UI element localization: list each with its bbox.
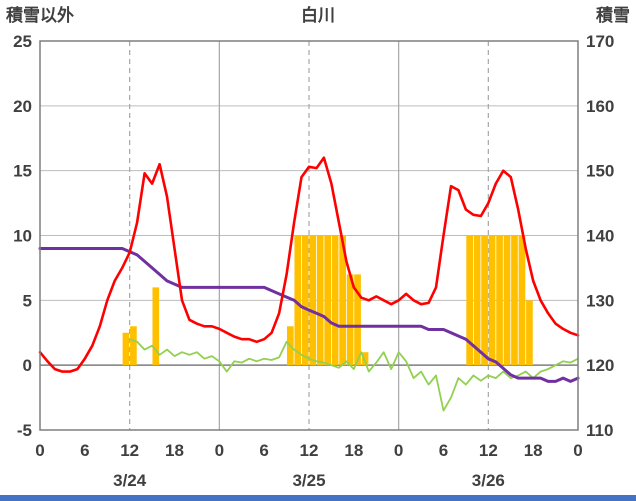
precipitation-bar — [339, 235, 346, 366]
right-axis-title: 積雪 — [596, 6, 630, 25]
x-axis-tick-label: 6 — [439, 441, 448, 460]
precipitation-bar — [152, 287, 160, 366]
precipitation-bar — [511, 235, 518, 366]
left-axis-title: 積雪以外 — [6, 6, 74, 25]
right-axis-tick-label: 150 — [586, 162, 614, 181]
green-line — [128, 338, 579, 412]
precipitation-bar — [503, 235, 511, 366]
precipitation-bar — [294, 235, 302, 366]
red-line — [38, 156, 580, 373]
chart-title: 白川 — [301, 6, 335, 25]
precipitation-bar — [346, 274, 354, 366]
precipitation-bar — [331, 235, 339, 366]
bottom-blue-bar — [0, 495, 636, 501]
x-axis-tick-label: 0 — [573, 441, 582, 460]
precipitation-bar — [496, 235, 503, 366]
plot-border — [39, 40, 579, 431]
left-axis-tick-label: 15 — [13, 162, 32, 181]
right-axis-tick-label: 160 — [586, 97, 614, 116]
x-axis-tick-label: 18 — [165, 441, 184, 460]
x-axis-tick-label: 0 — [394, 441, 403, 460]
left-axis-tick-label: 0 — [23, 356, 32, 375]
x-axis-tick-label: 18 — [524, 441, 543, 460]
x-axis-tick-label: 0 — [35, 441, 44, 460]
left-axis-tick-label: -5 — [17, 421, 32, 440]
left-axis-tick-label: 25 — [13, 32, 32, 51]
x-axis-tick-label: 0 — [215, 441, 224, 460]
x-axis-tick-label: 12 — [479, 441, 498, 460]
x-axis-tick-label: 6 — [80, 441, 89, 460]
date-label: 3/24 — [113, 471, 147, 490]
precipitation-bar — [122, 332, 130, 366]
precipitation-bar — [518, 235, 526, 366]
x-axis-tick-label: 12 — [300, 441, 319, 460]
right-axis-tick-label: 130 — [586, 291, 614, 310]
precipitation-bar — [316, 235, 324, 366]
x-axis-tick-label: 12 — [120, 441, 139, 460]
precipitation-bar — [354, 274, 361, 366]
left-axis-tick-label: 20 — [13, 97, 32, 116]
right-axis-tick-label: 120 — [586, 356, 614, 375]
left-axis-tick-label: 10 — [13, 227, 32, 246]
date-label: 3/25 — [292, 471, 325, 490]
right-axis-tick-label: 170 — [586, 32, 614, 51]
precipitation-bar — [466, 235, 473, 366]
date-label: 3/26 — [472, 471, 505, 490]
x-axis-tick-label: 18 — [344, 441, 363, 460]
precipitation-bar — [130, 326, 137, 366]
right-axis-tick-label: 140 — [586, 227, 614, 246]
precipitation-bar — [481, 235, 488, 366]
precipitation-bar — [488, 235, 496, 366]
left-axis-tick-label: 5 — [23, 291, 32, 310]
precipitation-bar — [473, 235, 481, 366]
precipitation-bar — [526, 300, 533, 366]
precipitation-bar — [361, 352, 369, 366]
precipitation-bar — [309, 235, 317, 366]
precipitation-bar — [301, 235, 309, 366]
precipitation-bar — [324, 235, 332, 366]
x-axis-tick-label: 6 — [259, 441, 268, 460]
right-axis-tick-label: 110 — [586, 421, 613, 440]
